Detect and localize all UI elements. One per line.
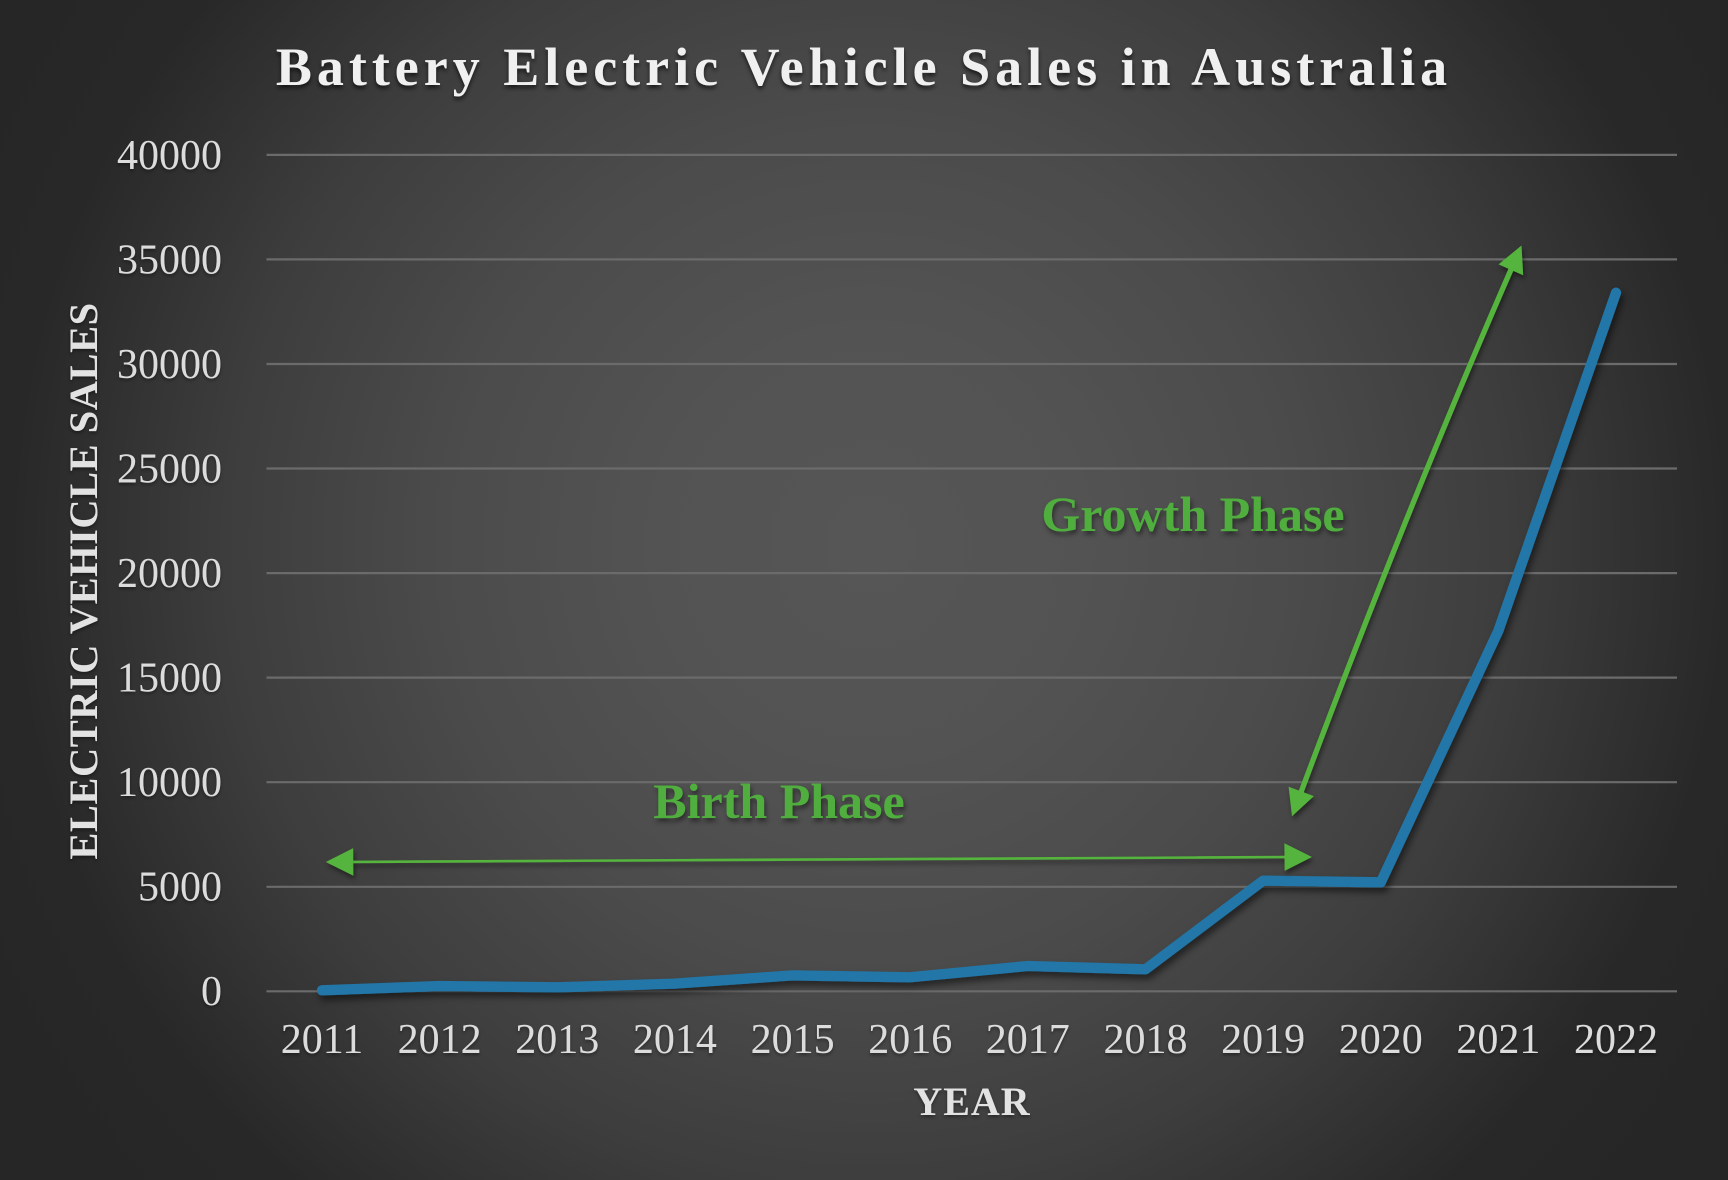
svg-text:25000: 25000	[117, 446, 222, 492]
svg-text:YEAR: YEAR	[913, 1079, 1030, 1124]
svg-text:2022: 2022	[1574, 1017, 1658, 1063]
svg-text:40000: 40000	[117, 133, 222, 179]
svg-text:30000: 30000	[117, 342, 222, 388]
svg-text:2019: 2019	[1221, 1017, 1305, 1063]
svg-text:20000: 20000	[117, 551, 222, 597]
svg-text:Birth Phase: Birth Phase	[653, 773, 904, 829]
svg-text:5000: 5000	[138, 865, 222, 911]
svg-text:2020: 2020	[1339, 1017, 1423, 1063]
svg-text:15000: 15000	[117, 656, 222, 702]
svg-text:2012: 2012	[398, 1017, 482, 1063]
svg-text:Battery Electric Vehicle Sales: Battery Electric Vehicle Sales in Austra…	[276, 37, 1452, 97]
svg-text:2013: 2013	[515, 1017, 599, 1063]
svg-text:35000: 35000	[117, 237, 222, 283]
svg-text:Growth Phase: Growth Phase	[1041, 486, 1344, 542]
svg-text:2021: 2021	[1456, 1017, 1540, 1063]
svg-text:2018: 2018	[1104, 1017, 1188, 1063]
svg-text:2017: 2017	[986, 1017, 1070, 1063]
svg-text:0: 0	[201, 969, 222, 1015]
svg-text:2014: 2014	[633, 1017, 717, 1063]
svg-text:2016: 2016	[868, 1017, 952, 1063]
svg-text:10000: 10000	[117, 760, 222, 806]
svg-text:2015: 2015	[751, 1017, 835, 1063]
svg-text:ELECTRIC VEHICLE SALES: ELECTRIC VEHICLE SALES	[61, 302, 106, 859]
svg-text:2011: 2011	[281, 1017, 363, 1063]
